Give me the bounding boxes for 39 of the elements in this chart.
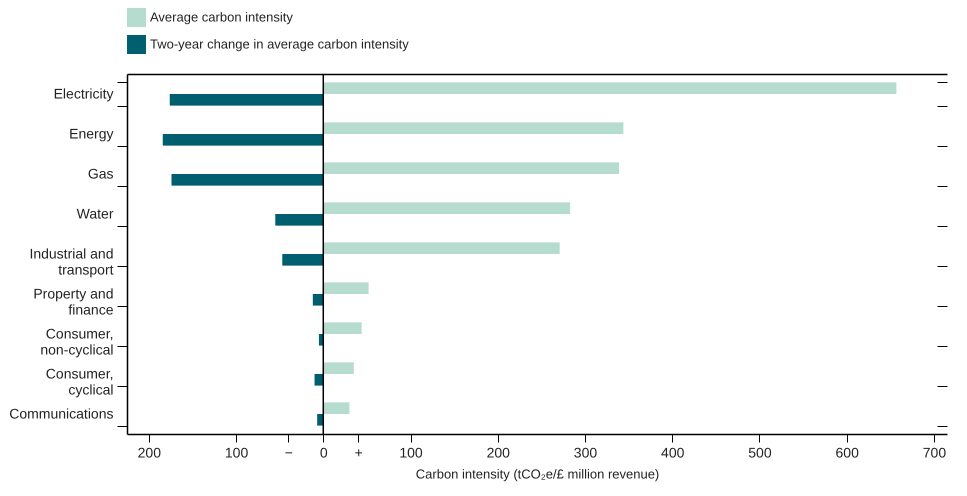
bar bbox=[323, 402, 350, 414]
y-tick-label: Consumer, non-cyclical bbox=[40, 326, 114, 358]
x-tick-label: 500 bbox=[748, 444, 772, 460]
x-tick-label: 300 bbox=[574, 444, 598, 460]
bar bbox=[170, 94, 324, 106]
y-tick-label: Property and finance bbox=[33, 286, 114, 318]
y-tick-label: Water bbox=[76, 206, 114, 222]
bar bbox=[162, 134, 324, 146]
x-tick-label: 100 bbox=[224, 444, 248, 460]
x-axis-title: Carbon intensity (tCO₂e/£ million revenue) bbox=[416, 466, 660, 482]
bar bbox=[323, 202, 570, 214]
bar bbox=[275, 214, 324, 226]
bar bbox=[323, 82, 896, 94]
bar bbox=[171, 174, 324, 186]
bar bbox=[282, 254, 324, 266]
y-tick-label: Industrial and transport bbox=[29, 246, 114, 278]
y-tick-label: Gas bbox=[88, 166, 114, 182]
x-tick-label: 400 bbox=[661, 444, 685, 460]
y-tick-label: Electricity bbox=[54, 86, 114, 102]
x-tick-label: 600 bbox=[836, 444, 860, 460]
bar bbox=[323, 282, 369, 294]
y-tick-label: Consumer, cyclical bbox=[46, 366, 114, 398]
legend-label: Average carbon intensity bbox=[150, 10, 294, 24]
legend-label: Two-year change in average carbon intensity bbox=[150, 36, 410, 52]
x-tick-label: 200 bbox=[486, 444, 510, 460]
x-tick-label: 200 bbox=[138, 444, 162, 460]
bar bbox=[323, 122, 624, 134]
bar bbox=[323, 322, 362, 334]
bar bbox=[323, 162, 619, 174]
x-tick-label: − bbox=[284, 444, 293, 460]
x-tick-label: + bbox=[354, 444, 363, 460]
x-tick-label: 0 bbox=[320, 444, 328, 460]
x-tick-label: 700 bbox=[922, 444, 946, 460]
y-tick-label: Communications bbox=[9, 406, 114, 422]
bar bbox=[312, 294, 324, 306]
x-tick-label: 100 bbox=[399, 444, 423, 460]
bar bbox=[323, 362, 354, 374]
bar bbox=[323, 242, 560, 254]
y-tick-label: Energy bbox=[69, 126, 114, 142]
